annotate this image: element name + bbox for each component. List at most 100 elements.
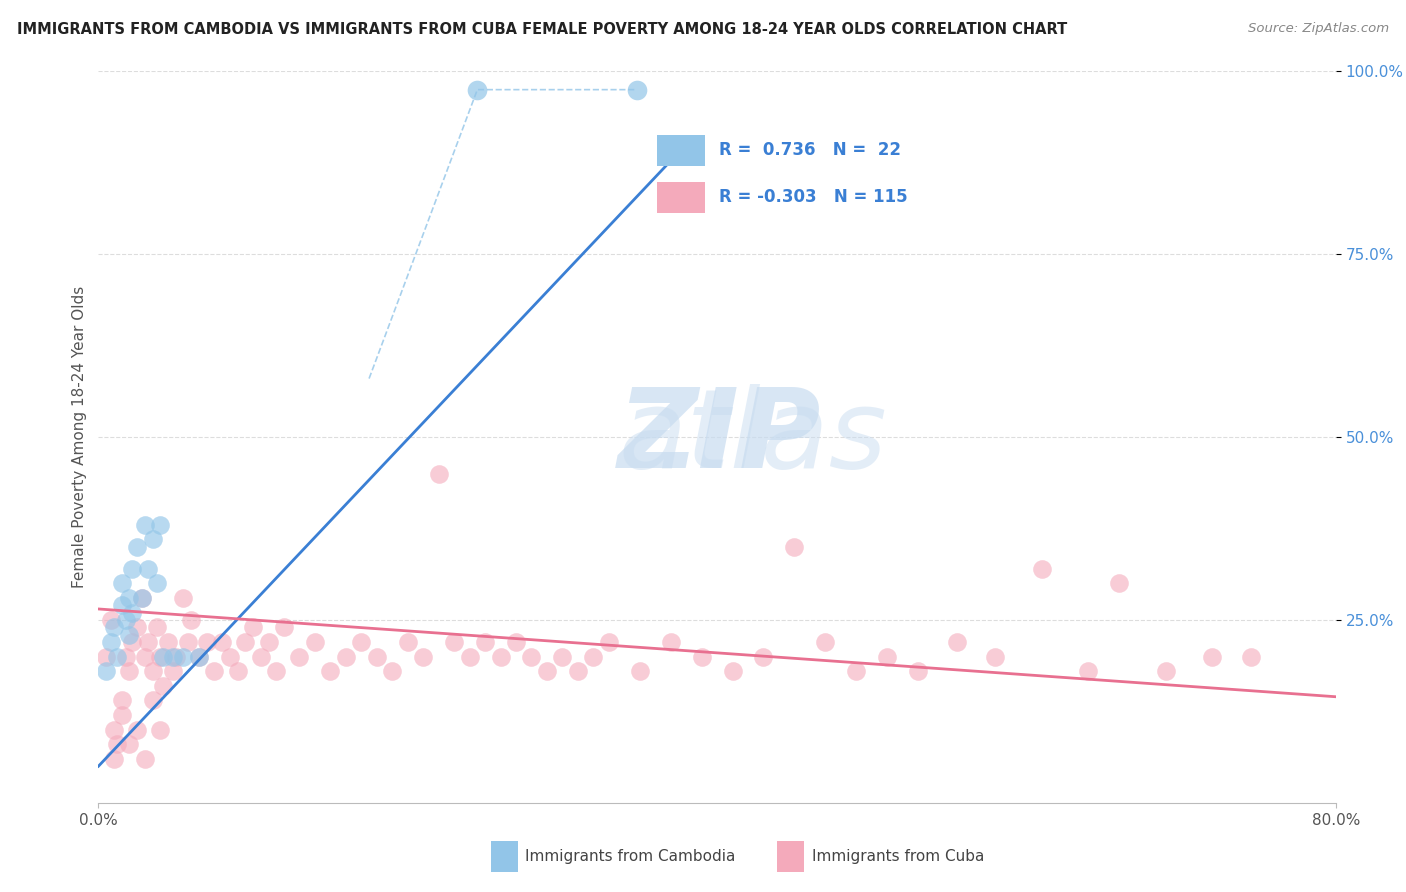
Point: [319, 664, 342, 678]
Point: [598, 635, 620, 649]
Point: [131, 591, 153, 605]
Text: Immigrants from Cuba: Immigrants from Cuba: [811, 849, 984, 863]
Point: [131, 591, 153, 605]
Point: [121, 635, 143, 649]
Point: [172, 649, 194, 664]
Point: [876, 649, 898, 664]
Point: [103, 723, 125, 737]
Point: [195, 635, 218, 649]
Point: [536, 664, 558, 678]
Point: [180, 613, 202, 627]
Point: [100, 613, 122, 627]
Point: [149, 649, 172, 664]
Point: [146, 620, 169, 634]
Point: [752, 649, 775, 664]
Point: [335, 649, 357, 664]
Point: [127, 620, 149, 634]
Point: [105, 649, 128, 664]
FancyBboxPatch shape: [657, 135, 706, 166]
Point: [219, 649, 242, 664]
Point: [121, 562, 143, 576]
Point: [118, 737, 141, 751]
Point: [257, 635, 280, 649]
Point: [115, 613, 138, 627]
Point: [100, 635, 122, 649]
Point: [121, 606, 143, 620]
Point: [582, 649, 605, 664]
Point: [103, 752, 125, 766]
Point: [134, 517, 156, 532]
Point: [907, 664, 929, 678]
Point: [127, 723, 149, 737]
Point: [188, 649, 211, 664]
Point: [458, 649, 481, 664]
Point: [567, 664, 589, 678]
Text: ZIP: ZIP: [619, 384, 821, 491]
Point: [242, 620, 264, 634]
Point: [157, 635, 180, 649]
FancyBboxPatch shape: [491, 840, 517, 872]
Point: [115, 649, 138, 664]
Point: [721, 664, 744, 678]
Point: [103, 620, 125, 634]
Point: [304, 635, 326, 649]
Point: [628, 664, 651, 678]
Point: [152, 649, 174, 664]
Point: [162, 649, 184, 664]
Point: [474, 635, 496, 649]
Point: [96, 664, 118, 678]
Text: R = -0.303   N = 115: R = -0.303 N = 115: [718, 188, 908, 206]
Point: [350, 635, 373, 649]
Point: [381, 664, 404, 678]
Text: Source: ZipAtlas.com: Source: ZipAtlas.com: [1249, 22, 1389, 36]
Point: [149, 517, 172, 532]
Point: [412, 649, 434, 664]
Point: [427, 467, 450, 481]
Point: [1077, 664, 1099, 678]
Point: [250, 649, 273, 664]
Point: [111, 576, 132, 591]
Point: [396, 635, 419, 649]
Point: [149, 723, 172, 737]
Point: [659, 635, 682, 649]
Point: [162, 664, 184, 678]
Point: [814, 635, 837, 649]
Point: [690, 649, 713, 664]
Point: [1031, 562, 1053, 576]
Point: [118, 591, 141, 605]
Point: [111, 599, 132, 613]
Point: [1154, 664, 1177, 678]
Point: [233, 635, 257, 649]
Point: [845, 664, 868, 678]
Point: [211, 635, 233, 649]
Text: R =  0.736   N =  22: R = 0.736 N = 22: [718, 141, 901, 159]
Point: [134, 649, 156, 664]
Point: [551, 649, 574, 664]
Point: [443, 635, 465, 649]
FancyBboxPatch shape: [778, 840, 804, 872]
Text: IMMIGRANTS FROM CAMBODIA VS IMMIGRANTS FROM CUBA FEMALE POVERTY AMONG 18-24 YEAR: IMMIGRANTS FROM CAMBODIA VS IMMIGRANTS F…: [17, 22, 1067, 37]
Point: [520, 649, 543, 664]
Point: [489, 649, 512, 664]
Point: [141, 533, 165, 547]
Point: [118, 627, 141, 641]
Point: [467, 83, 489, 97]
Point: [288, 649, 311, 664]
Point: [946, 635, 969, 649]
Point: [141, 693, 165, 707]
Point: [1108, 576, 1130, 591]
Point: [127, 540, 149, 554]
Point: [273, 620, 295, 634]
Point: [177, 635, 200, 649]
Point: [165, 649, 187, 664]
FancyBboxPatch shape: [657, 182, 706, 212]
Text: Immigrants from Cambodia: Immigrants from Cambodia: [526, 849, 735, 863]
Point: [984, 649, 1007, 664]
Point: [204, 664, 226, 678]
Point: [146, 576, 169, 591]
Point: [366, 649, 388, 664]
Point: [111, 708, 132, 723]
Point: [783, 540, 806, 554]
Point: [1240, 649, 1263, 664]
Point: [505, 635, 527, 649]
